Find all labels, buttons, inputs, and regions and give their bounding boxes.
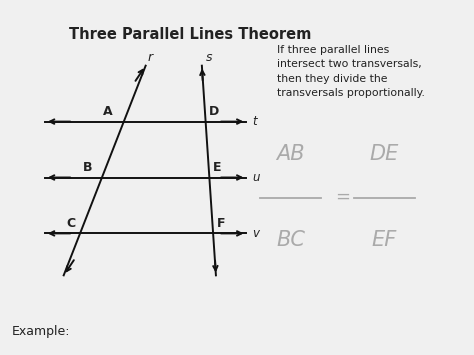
Text: v: v [252, 227, 259, 240]
Text: F: F [217, 217, 225, 230]
Text: t: t [252, 115, 256, 128]
Text: r: r [148, 51, 153, 64]
Text: BC: BC [276, 230, 305, 250]
Text: E: E [213, 161, 222, 174]
Text: Example:: Example: [12, 325, 71, 338]
Text: AB: AB [276, 143, 305, 164]
Text: D: D [210, 105, 219, 118]
Text: C: C [66, 217, 75, 230]
Text: s: s [206, 51, 212, 64]
Text: B: B [83, 161, 92, 174]
Text: EF: EF [372, 230, 397, 250]
Text: Three Parallel Lines Theorem: Three Parallel Lines Theorem [69, 27, 311, 42]
Text: =: = [335, 188, 350, 206]
Text: A: A [102, 105, 112, 118]
Text: DE: DE [370, 143, 399, 164]
Text: If three parallel lines
intersect two transversals,
then they divide the
transve: If three parallel lines intersect two tr… [277, 45, 425, 98]
Text: u: u [252, 171, 259, 184]
